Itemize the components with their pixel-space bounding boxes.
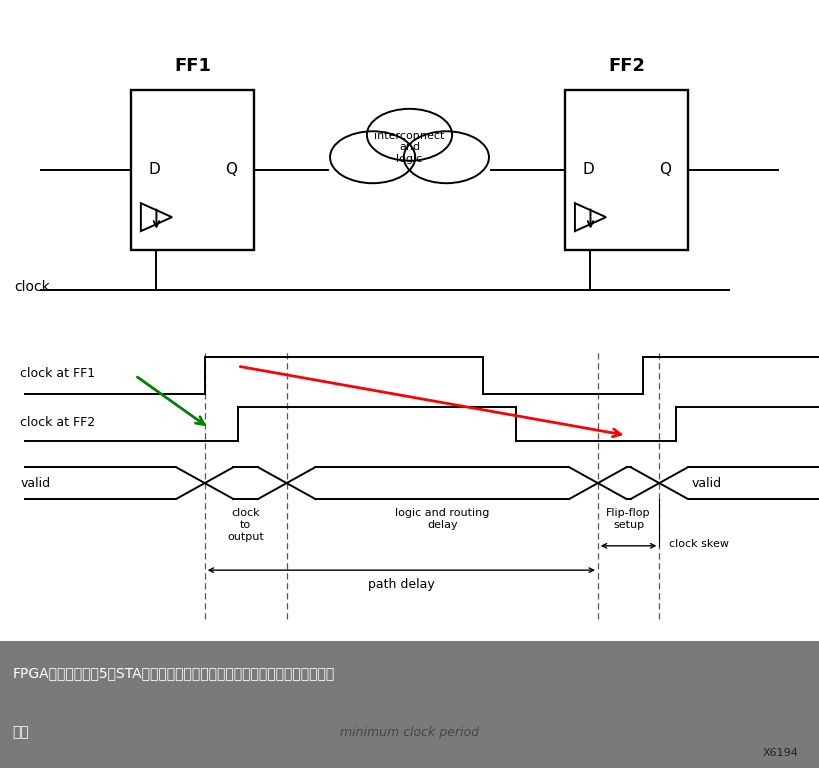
Text: clock skew: clock skew <box>669 539 729 549</box>
Text: path delay: path delay <box>368 578 435 591</box>
Text: 分析: 分析 <box>12 726 29 740</box>
Text: Q: Q <box>225 162 237 177</box>
Text: interconnect
and
logic: interconnect and logic <box>374 131 445 164</box>
Bar <box>565 90 688 250</box>
Text: minimum clock period: minimum clock period <box>340 726 479 739</box>
Text: FF1: FF1 <box>174 57 211 75</box>
Text: logic and routing
delay: logic and routing delay <box>395 508 490 530</box>
Text: clock: clock <box>15 280 51 294</box>
Text: D: D <box>582 162 594 177</box>
Circle shape <box>404 131 489 184</box>
Text: FPGA的设计艺术（5）STA实战之时钟偏斜对建立保持时间的影响以及时序报告: FPGA的设计艺术（5）STA实战之时钟偏斜对建立保持时间的影响以及时序报告 <box>12 666 334 680</box>
Bar <box>131 90 254 250</box>
Text: clock at FF1: clock at FF1 <box>20 367 96 380</box>
Text: valid: valid <box>692 477 722 489</box>
Text: clock at FF2: clock at FF2 <box>20 415 96 429</box>
Text: valid: valid <box>20 477 51 489</box>
Circle shape <box>367 109 452 161</box>
Text: Q: Q <box>659 162 671 177</box>
Text: FF2: FF2 <box>608 57 645 75</box>
Text: clock
to
output: clock to output <box>228 508 264 541</box>
Circle shape <box>330 131 415 184</box>
Text: X6194: X6194 <box>762 748 799 758</box>
Text: Flip-flop
setup: Flip-flop setup <box>606 508 651 530</box>
Text: D: D <box>148 162 160 177</box>
